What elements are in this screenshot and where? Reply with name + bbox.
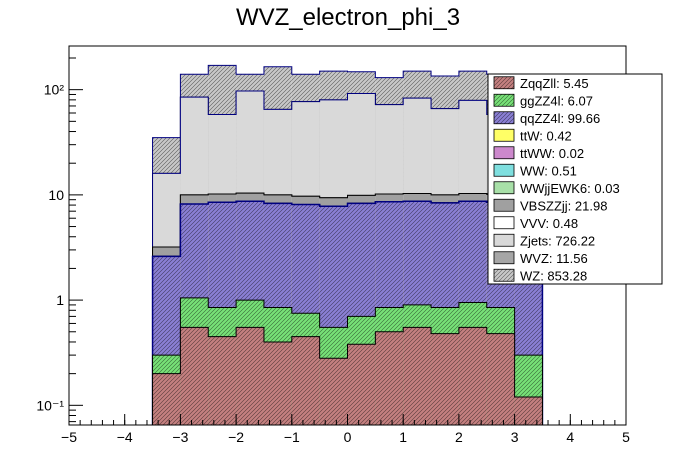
legend-entry-0: ZqqZll: 5.45 [493,76,589,91]
bar-hatch-0-13 [514,396,543,425]
legend-label-10: WVZ: 11.56 [520,251,588,266]
series-outline-7 [152,192,543,425]
legend-swatch-hatch-0 [494,76,514,89]
legend-swatch-5 [493,163,515,177]
legend: ZqqZll: 5.45 ggZZ4l: 6.07 qqZZ4l: 99.66 ttW… [487,73,663,285]
series-outline-1 [152,297,543,425]
bar-hatch-0-11 [458,327,487,425]
legend-entry-3: ttW: 0.42 [493,128,572,143]
series-outline-9 [152,90,543,425]
legend-swatch-8 [493,216,515,230]
legend-label-0: ZqqZll: 5.45 [520,76,589,91]
bar-hatch-0-0 [152,373,181,425]
bar-hatch-0-4 [263,341,292,425]
series-outline-2 [151,200,544,425]
x-tick-label-7: 2 [455,429,463,445]
legend-label-1: ggZZ4l: 6.07 [520,93,593,108]
legend-label-6: WWjjEWK6: 0.03 [520,181,620,196]
legend-entry-2: qqZZ4l: 99.66 [493,111,600,126]
bar-hatch-0-2 [208,336,237,425]
bar-hatch-0-5 [291,336,320,425]
legend-label-4: ttWW: 0.02 [520,146,584,161]
series-0 [152,326,543,425]
bar-hatch-0-12 [486,333,515,425]
legend-swatch-hatch-2 [494,111,514,124]
legend-entry-7: VBSZZjj: 21.98 [493,198,607,213]
legend-swatch-9 [493,233,515,247]
legend-swatch-hatch-11 [494,269,514,282]
legend-entry-5: WW: 0.51 [493,163,577,178]
x-tick-label-10: 5 [622,429,630,445]
legend-label-9: Zjets: 726.22 [520,233,595,248]
legend-label-7: VBSZZjj: 21.98 [520,198,607,213]
legend-swatch-4 [493,146,515,160]
legend-swatch-7 [493,198,515,212]
bar-hatch-0-10 [431,333,459,425]
chart-title: WVZ_electron_phi_3 [235,4,461,31]
x-tick-label-4: −1 [284,429,300,445]
legend-label-8: VVV: 0.48 [520,216,578,231]
stack-layer [151,64,544,426]
legend-box [487,73,663,285]
legend-entry-9: Zjets: 726.22 [493,233,595,248]
x-tick-label-5: 0 [344,429,352,445]
series-outline-0 [152,326,543,425]
bar-hatch-0-9 [403,327,432,425]
x-tick-label-8: 3 [511,429,519,445]
bar-hatch-0-7 [347,344,376,425]
bar-hatch-0-6 [319,358,348,425]
x-tick-label-9: 4 [566,429,574,445]
x-tick-label-3: −2 [228,429,244,445]
legend-entry-8: VVV: 0.48 [493,216,578,231]
bar-hatch-0-3 [236,327,264,425]
y-tick-label-3: 10² [44,82,65,98]
bar-hatch-0-1 [180,327,209,425]
axis-layer: −5 −4 −3 −2 −1 0 1 2 3 4 5 10⁻¹ 1 10 10² [36,57,630,445]
legend-swatch-3 [493,128,515,142]
legend-swatch-hatch-1 [494,94,514,107]
x-tick-label-2: −3 [172,429,188,445]
legend-entry-4: ttWW: 0.02 [493,146,584,161]
legend-label-3: ttW: 0.42 [520,128,572,143]
x-tick-label-1: −4 [117,429,133,445]
legend-swatch-6 [493,181,515,195]
legend-entry-6: WWjjEWK6: 0.03 [493,181,620,196]
legend-label-5: WW: 0.51 [520,163,577,178]
legend-label-2: qqZZ4l: 99.66 [520,111,600,126]
legend-entry-1: ggZZ4l: 6.07 [493,93,593,108]
legend-label-11: WZ: 853.28 [520,268,587,283]
y-tick-label-1: 1 [56,292,64,308]
legend-entry-11: WZ: 853.28 [493,268,587,283]
y-tick-label-0: 10⁻¹ [36,397,64,413]
x-tick-label-0: −5 [61,429,77,445]
series-outline-11 [152,64,543,425]
y-tick-label-2: 10 [48,187,64,203]
bar-hatch-0-8 [375,331,404,425]
legend-swatch-10 [493,251,515,265]
legend-entry-10: WVZ: 11.56 [493,251,588,266]
x-tick-label-6: 1 [399,429,407,445]
